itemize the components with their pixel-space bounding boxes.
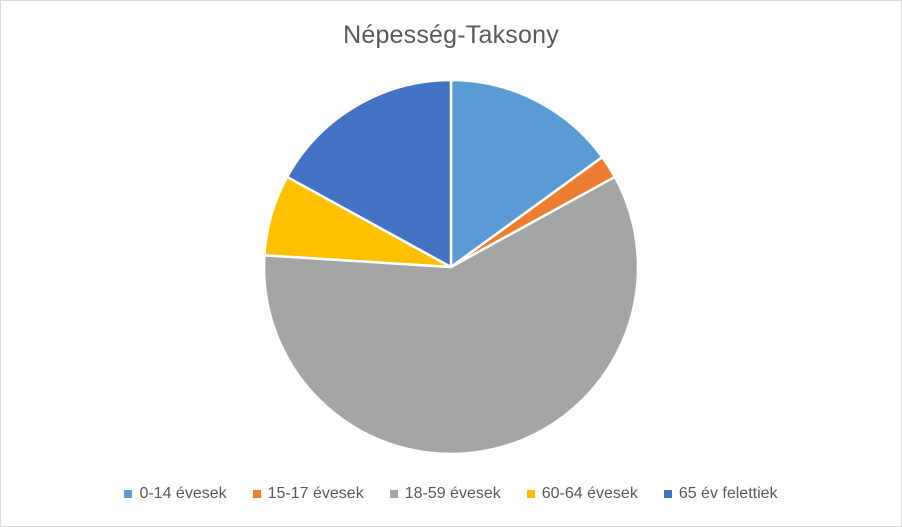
chart-legend: 0-14 évesek 15-17 évesek 18-59 évesek 60-64… [1,485,901,503]
chart-title: Népesség-Taksony [343,21,559,49]
legend-label: 60-64 évesek [541,485,638,502]
legend-swatch [389,490,398,498]
legend-label: 65 év felettiek [678,485,778,502]
legend-item-1: 0-14 évesek [124,485,227,503]
legend-swatch [252,490,261,498]
pie-slice-3 [262,175,640,456]
legend-swatch [124,490,133,498]
legend-swatch [663,490,672,498]
pie-slice-5 [285,78,453,269]
legend-item-2: 15-17 évesek [252,485,364,503]
legend-label: 18-59 évesek [404,485,501,502]
legend-item-3: 18-59 évesek [389,485,501,503]
pie-slice-1 [449,78,604,269]
legend-label: 0-14 évesek [139,485,227,502]
legend-item-4: 60-64 évesek [526,485,638,503]
legend-item-5: 65 év felettiek [663,485,778,503]
legend-label: 15-17 évesek [267,485,364,502]
legend-swatch [526,490,535,498]
